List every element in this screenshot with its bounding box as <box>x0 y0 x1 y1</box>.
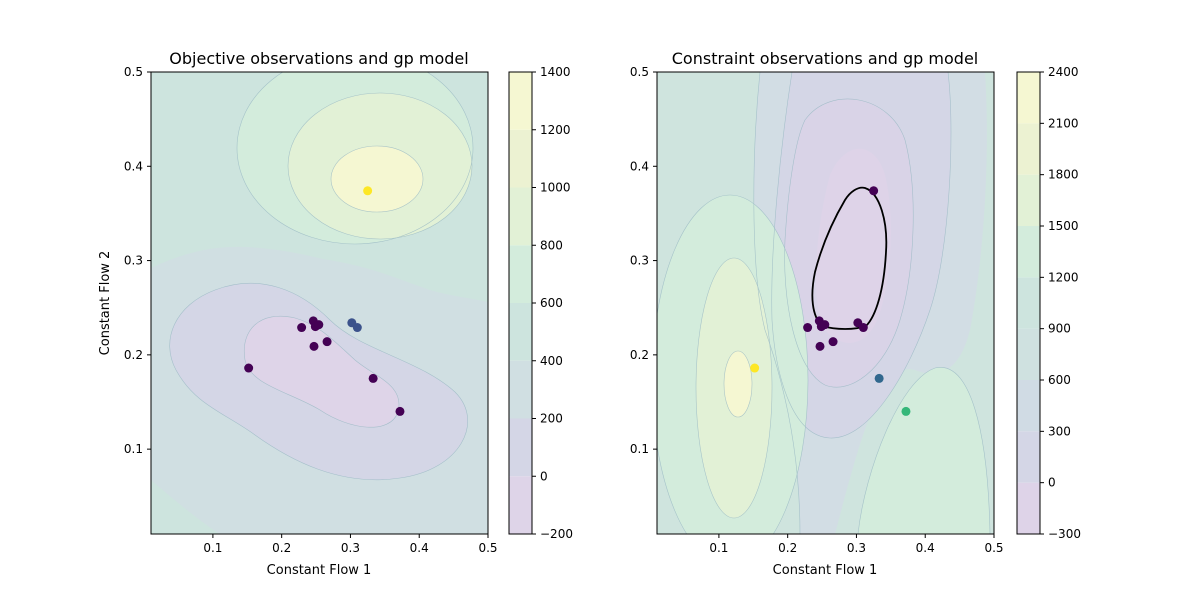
objective-y-ticks: 0.1 0.2 0.3 0.4 0.5 <box>124 65 151 456</box>
colorbar-band <box>1017 277 1040 329</box>
constraint-contours <box>657 72 994 534</box>
y-tick-label: 0.5 <box>124 65 143 79</box>
colorbar-band <box>1017 482 1040 534</box>
colorbar-band <box>509 360 532 419</box>
colorbar-band <box>509 476 532 534</box>
observation-point <box>815 341 825 351</box>
constraint-points <box>750 186 911 416</box>
objective-xlabel: Constant Flow 1 <box>267 563 372 578</box>
colorbar-band <box>509 245 532 303</box>
colorbar-tick-label: 0 <box>540 469 548 483</box>
colorbar-tick-label: 1200 <box>1048 270 1079 284</box>
colorbar-tick-label: 2100 <box>1048 116 1079 130</box>
x-tick-label: 0.1 <box>203 541 222 555</box>
x-tick-label: 0.5 <box>478 541 497 555</box>
objective-x-ticks: 0.1 0.2 0.3 0.4 0.5 <box>203 534 498 555</box>
observation-point <box>314 320 324 330</box>
constraint-x-ticks: 0.1 0.2 0.3 0.4 0.5 <box>709 534 1004 555</box>
colorbar-tick-label: −200 <box>540 527 573 541</box>
objective-title: Objective observations and gp model <box>169 49 468 68</box>
objective-ylabel: Constant Flow 2 <box>98 251 113 356</box>
observation-point <box>297 323 307 333</box>
colorbar-band <box>509 187 532 246</box>
colorbar-band <box>1017 123 1040 175</box>
y-tick-label: 0.3 <box>124 254 143 268</box>
observation-point <box>322 337 332 347</box>
constraint-colorbar-ticks: −300 0 300 600 900 1200 1500 1800 2100 2400 <box>1040 65 1081 541</box>
x-tick-label: 0.4 <box>410 541 429 555</box>
colorbar-tick-label: 300 <box>1048 424 1071 438</box>
observation-point <box>750 363 760 373</box>
observation-point <box>828 337 838 347</box>
colorbar-tick-label: 600 <box>1048 373 1071 387</box>
y-tick-label: 0.1 <box>124 442 143 456</box>
colorbar-tick-label: 1200 <box>540 123 571 137</box>
objective-panel: 0.1 0.2 0.3 0.4 0.5 0.1 0.2 0.3 0.4 0.5 Objectiv… <box>98 49 498 578</box>
y-tick-label: 0.2 <box>124 348 143 362</box>
objective-points <box>244 186 405 416</box>
colorbar-tick-label: 1000 <box>540 181 571 195</box>
objective-contours <box>151 72 488 534</box>
colorbar-tick-label: 2400 <box>1048 65 1079 79</box>
observation-point <box>368 373 378 383</box>
colorbar-band <box>1017 380 1040 432</box>
colorbar-tick-label: 1800 <box>1048 168 1079 182</box>
observation-point <box>901 406 911 416</box>
objective-plot-frame <box>150 71 489 535</box>
colorbar-tick-label: 1400 <box>540 65 571 79</box>
constraint-plot-frame <box>656 71 995 535</box>
constraint-colorbar: −300 0 300 600 900 1200 1500 1800 2100 2400 <box>1016 65 1081 541</box>
colorbar-tick-label: 1500 <box>1048 219 1079 233</box>
colorbar-tick-label: 900 <box>1048 322 1071 336</box>
observation-point <box>244 363 254 373</box>
constraint-xlabel: Constant Flow 1 <box>773 563 878 578</box>
colorbar-band <box>1017 72 1040 124</box>
objective-colorbar: −200 0 200 400 600 800 1000 1200 1400 <box>508 65 573 541</box>
x-tick-label: 0.4 <box>916 541 935 555</box>
y-tick-label: 0.4 <box>124 159 143 173</box>
observation-point <box>858 323 868 333</box>
colorbar-band <box>509 418 532 477</box>
x-tick-label: 0.2 <box>272 541 291 555</box>
constraint-title: Constraint observations and gp model <box>672 49 979 68</box>
colorbar-band <box>509 303 532 361</box>
observation-point <box>309 341 319 351</box>
y-tick-label: 0.2 <box>630 348 649 362</box>
observation-point <box>869 186 879 196</box>
colorbar-tick-label: −300 <box>1048 527 1081 541</box>
colorbar-tick-label: 800 <box>540 238 563 252</box>
x-tick-label: 0.3 <box>341 541 360 555</box>
observation-point <box>874 373 884 383</box>
colorbar-band <box>1017 431 1040 483</box>
y-tick-label: 0.1 <box>630 442 649 456</box>
x-tick-label: 0.2 <box>778 541 797 555</box>
observation-point <box>363 186 373 196</box>
colorbar-tick-label: 400 <box>540 354 563 368</box>
x-tick-label: 0.3 <box>847 541 866 555</box>
colorbar-band <box>509 72 532 130</box>
y-tick-label: 0.3 <box>630 254 649 268</box>
colorbar-band <box>1017 174 1040 226</box>
observation-point <box>803 323 813 333</box>
x-tick-label: 0.5 <box>984 541 1003 555</box>
y-tick-label: 0.5 <box>630 65 649 79</box>
colorbar-tick-label: 0 <box>1048 476 1056 490</box>
constraint-y-ticks: 0.1 0.2 0.3 0.4 0.5 <box>630 65 657 456</box>
observation-point <box>820 320 830 330</box>
colorbar-band <box>1017 328 1040 380</box>
observation-point <box>395 406 405 416</box>
colorbar-band <box>1017 226 1040 278</box>
x-tick-label: 0.1 <box>709 541 728 555</box>
constraint-panel: 0.1 0.2 0.3 0.4 0.5 0.1 0.2 0.3 0.4 0.5 Constrai… <box>630 49 1004 578</box>
colorbar-band <box>509 129 532 188</box>
observation-point <box>352 323 362 333</box>
colorbar-tick-label: 600 <box>540 296 563 310</box>
colorbar-tick-label: 200 <box>540 412 563 426</box>
y-tick-label: 0.4 <box>630 159 649 173</box>
objective-colorbar-ticks: −200 0 200 400 600 800 1000 1200 1400 <box>532 65 573 541</box>
